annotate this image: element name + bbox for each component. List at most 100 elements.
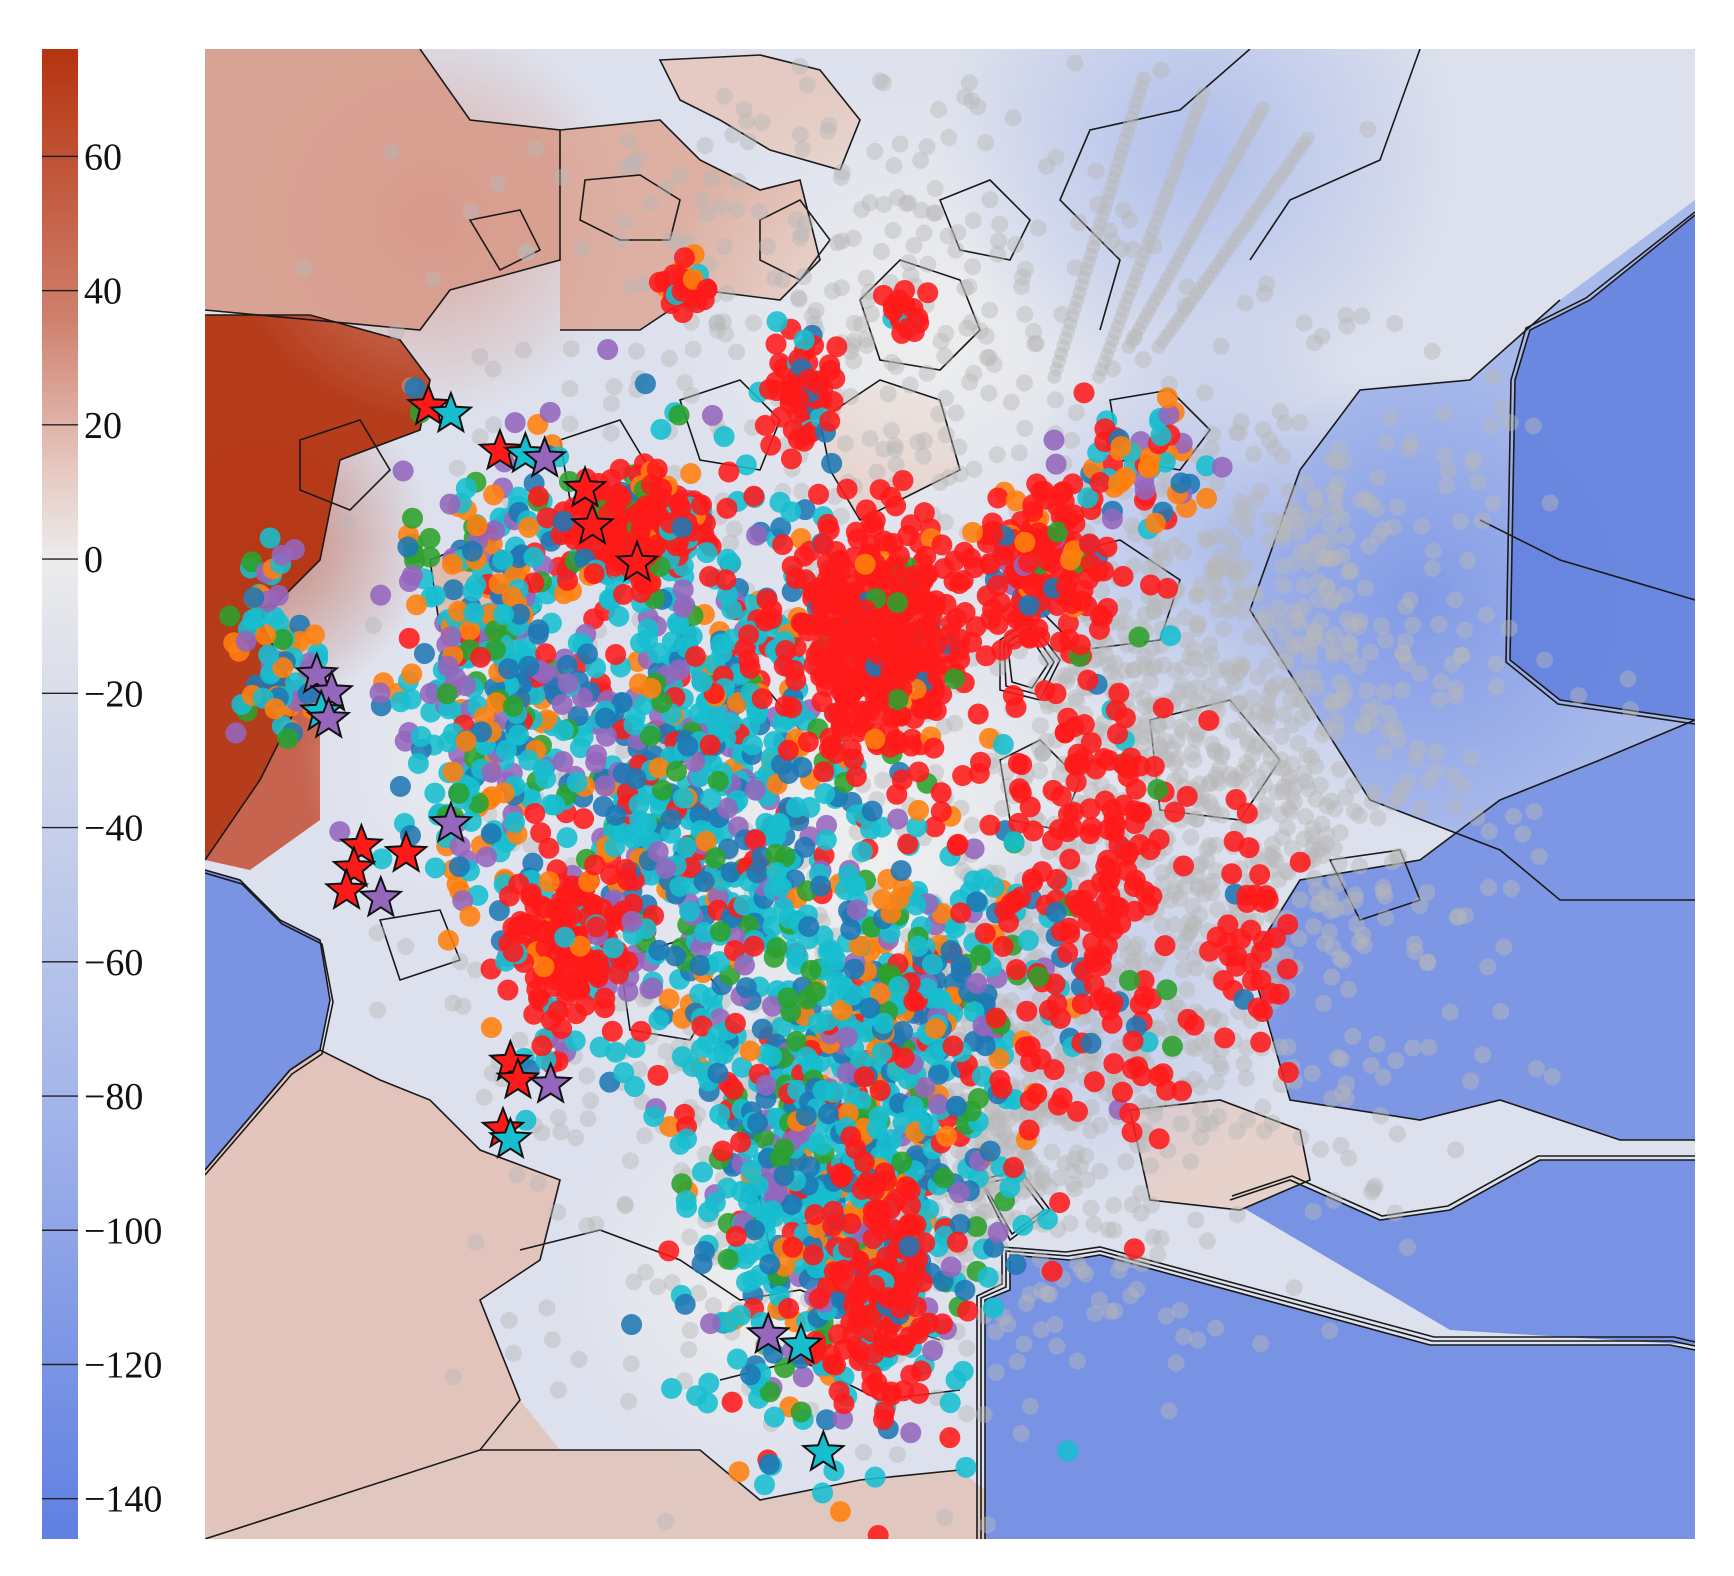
gray-point — [915, 224, 933, 242]
gray-point — [1016, 260, 1034, 278]
gray-point — [1013, 278, 1031, 296]
gray-point — [1351, 612, 1369, 630]
gray-point — [1306, 334, 1324, 352]
gray-point — [1142, 1157, 1160, 1175]
point-blue — [795, 1105, 817, 1127]
gray-point — [561, 415, 579, 433]
gray-point — [1196, 86, 1211, 101]
point-cyan — [761, 1200, 783, 1222]
gray-point — [1324, 530, 1342, 548]
point-blue — [940, 940, 962, 962]
gray-point — [1184, 916, 1202, 934]
gray-point — [1136, 697, 1154, 715]
gray-point — [1132, 1184, 1150, 1202]
gray-point — [745, 314, 763, 332]
gray-point — [1193, 1033, 1211, 1051]
point-red — [855, 599, 877, 621]
gray-point — [1390, 788, 1408, 806]
colorbar-tick-label: 0 — [84, 539, 103, 581]
gray-point — [1259, 687, 1277, 705]
gray-point — [1215, 620, 1233, 638]
gray-point — [1200, 793, 1218, 811]
gray-point — [1502, 880, 1520, 898]
gray-point — [1185, 1070, 1203, 1088]
gray-point — [1386, 1204, 1404, 1222]
point-blue — [1005, 1254, 1027, 1276]
gray-point — [1362, 1056, 1380, 1074]
gray-point — [1190, 775, 1208, 793]
point-purple — [987, 1221, 1009, 1243]
gray-point — [1322, 792, 1340, 810]
point-green — [709, 921, 731, 943]
gray-point — [1136, 648, 1154, 666]
point-orange — [437, 929, 459, 951]
gray-point — [1484, 368, 1502, 386]
gray-point — [981, 191, 999, 209]
point-cyan — [504, 811, 526, 833]
gray-point — [1068, 1352, 1086, 1370]
gray-point — [1293, 692, 1311, 710]
gray-point — [649, 1278, 667, 1296]
gray-point — [1300, 704, 1318, 722]
gray-point — [1338, 317, 1356, 335]
gray-point — [1185, 650, 1203, 668]
gray-point — [616, 158, 634, 176]
gray-point — [1123, 1196, 1141, 1214]
gray-point — [1327, 713, 1345, 731]
gray-point — [1234, 500, 1252, 518]
gray-point — [1289, 690, 1307, 708]
gray-point — [1285, 793, 1303, 811]
gray-point — [1332, 1050, 1350, 1068]
gray-point — [1274, 557, 1292, 575]
gray-point — [965, 460, 983, 478]
point-red — [815, 592, 837, 614]
point-cyan — [544, 794, 566, 816]
gray-point — [1226, 770, 1244, 788]
gray-point — [471, 428, 489, 446]
gray-point — [1025, 1174, 1043, 1192]
gray-point — [1243, 689, 1261, 707]
point-blue — [707, 1062, 729, 1084]
point-red — [880, 486, 902, 508]
gray-point — [1211, 759, 1229, 777]
point-orange — [406, 594, 428, 616]
gray-point — [1209, 600, 1227, 618]
gray-point — [750, 203, 768, 221]
gray-point — [1189, 880, 1207, 898]
point-cyan — [999, 1177, 1021, 1199]
point-red — [1112, 565, 1134, 587]
point-cyan — [973, 868, 995, 890]
point-red — [793, 545, 815, 567]
gray-point — [1020, 1107, 1038, 1125]
gray-point — [1325, 1191, 1343, 1209]
point-purple — [846, 899, 868, 921]
gray-point — [1146, 554, 1164, 572]
gray-point — [1134, 350, 1152, 368]
gray-point — [1297, 773, 1315, 791]
gray-point — [1125, 940, 1143, 958]
gray-point — [549, 1381, 567, 1399]
gray-point — [978, 349, 996, 367]
point-blue — [448, 856, 470, 878]
point-purple — [887, 808, 909, 830]
gray-point — [803, 307, 821, 325]
gray-point — [1066, 1150, 1084, 1168]
gray-point — [1275, 778, 1293, 796]
gray-point — [1056, 1154, 1074, 1172]
gray-point — [1283, 716, 1301, 734]
gray-point — [1406, 942, 1424, 960]
gray-point — [1152, 739, 1170, 757]
gray-point — [1204, 570, 1222, 588]
gray-point — [950, 1142, 968, 1160]
point-cyan — [747, 1174, 769, 1196]
gray-point — [1155, 656, 1173, 674]
point-red — [908, 761, 930, 783]
gray-point — [796, 214, 814, 232]
gray-point — [1474, 1046, 1492, 1064]
gray-point — [1048, 1337, 1066, 1355]
gray-point — [1351, 933, 1369, 951]
gray-point — [1233, 764, 1251, 782]
gray-point — [883, 422, 901, 440]
gray-point — [1501, 414, 1519, 432]
